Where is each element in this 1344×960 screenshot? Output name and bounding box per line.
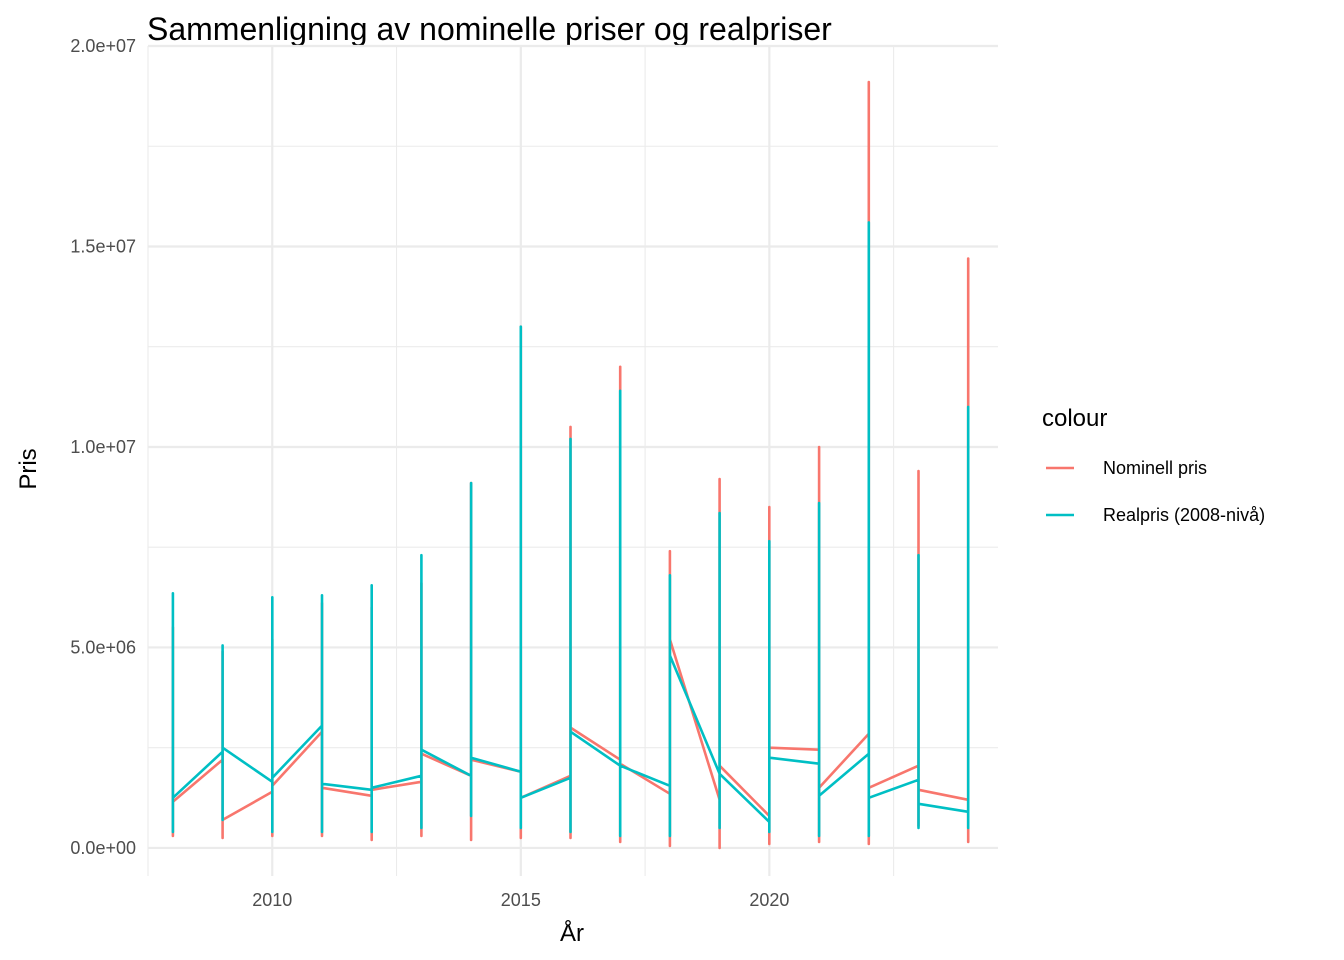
y-tick-label: 5.0e+06 <box>70 637 136 657</box>
plot-series <box>171 80 970 850</box>
y-tick-label: 1.5e+07 <box>70 236 136 256</box>
x-axis-ticks: 2010 2015 2020 <box>252 890 789 910</box>
x-tick-label: 2020 <box>749 890 789 910</box>
y-tick-label: 1.0e+07 <box>70 437 136 457</box>
y-axis-title: Pris <box>15 448 42 489</box>
x-axis-title: År <box>560 919 584 947</box>
legend-label-2: Realpris (2008-nivå) <box>1103 505 1265 525</box>
y-tick-label: 0.0e+00 <box>70 838 136 858</box>
chart-title: Sammenligning av nominelle priser og rea… <box>147 11 832 47</box>
legend-label-1: Nominell pris <box>1103 458 1207 478</box>
y-tick-label: 2.0e+07 <box>70 36 136 56</box>
x-tick-label: 2015 <box>501 890 541 910</box>
y-axis-ticks: 0.0e+00 5.0e+06 1.0e+07 1.5e+07 2.0e+07 <box>70 36 136 858</box>
legend: colour Nominell pris Realpris (2008-nivå) <box>1042 405 1265 525</box>
legend-title: colour <box>1042 405 1107 432</box>
series-line-2 <box>171 221 970 838</box>
plot-grid <box>147 44 998 876</box>
x-tick-label: 2010 <box>252 890 292 910</box>
